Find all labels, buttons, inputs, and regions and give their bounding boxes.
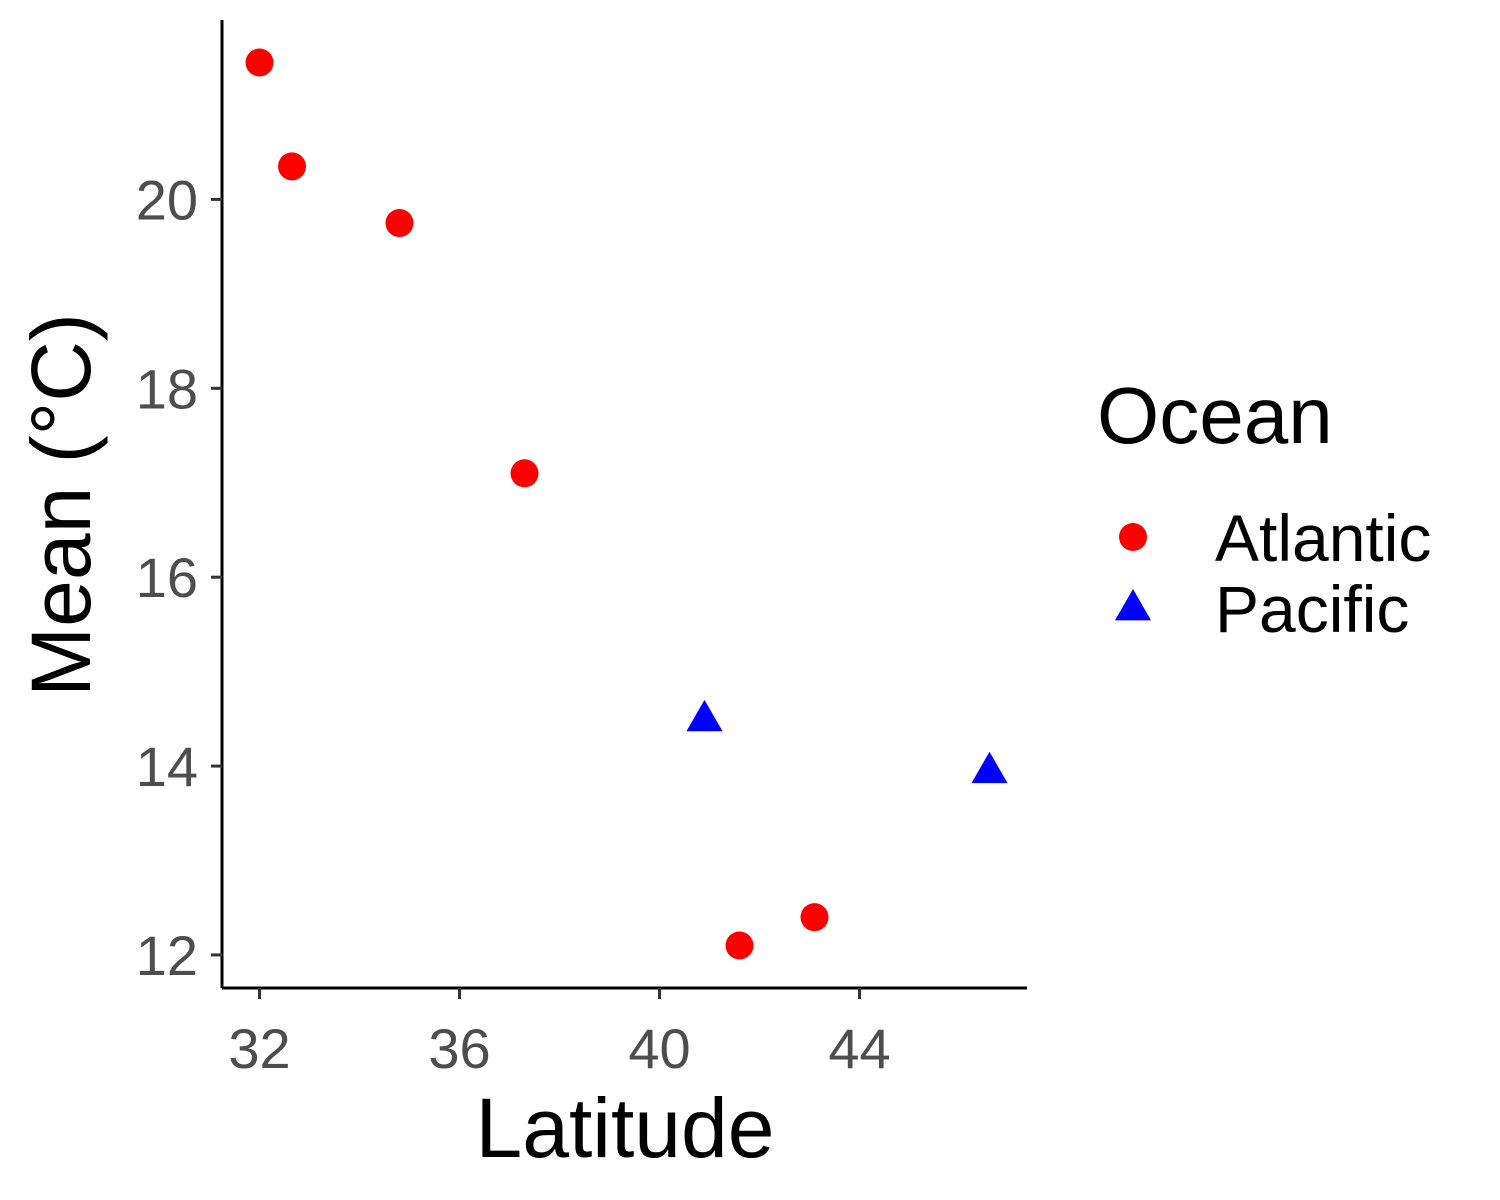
atlantic-point [510,459,539,488]
legend-key-atlantic [1119,523,1147,551]
legend-label-pacific: Pacific [1215,572,1409,646]
ticks-layer: 32 36 40 44 12 14 16 18 20 [136,168,891,1080]
x-tick-label: 32 [228,1017,290,1080]
legend-label-atlantic: Atlantic [1215,501,1431,575]
legend-key-pacific [1114,589,1152,621]
x-tick-label: 44 [828,1017,890,1080]
y-tick-label: 12 [136,924,198,987]
pacific-point [686,699,723,732]
legend-title: Ocean [1097,371,1333,460]
atlantic-point [385,209,414,238]
pacific-point [971,751,1008,784]
x-tick-label: 36 [428,1017,490,1080]
atlantic-point [800,903,829,932]
points-layer [245,48,1008,960]
y-axis-title: Mean (°C) [14,313,108,697]
axes-layer [220,20,1027,990]
atlantic-point [278,152,306,181]
x-tick-label: 40 [628,1017,690,1080]
x-axis-title: Latitude [476,1081,775,1175]
atlantic-point [245,48,274,77]
y-tick-label: 20 [136,168,198,231]
y-tick-label: 16 [136,546,198,609]
atlantic-point [725,931,754,960]
y-tick-label: 14 [136,735,198,798]
y-tick-label: 18 [136,357,198,420]
